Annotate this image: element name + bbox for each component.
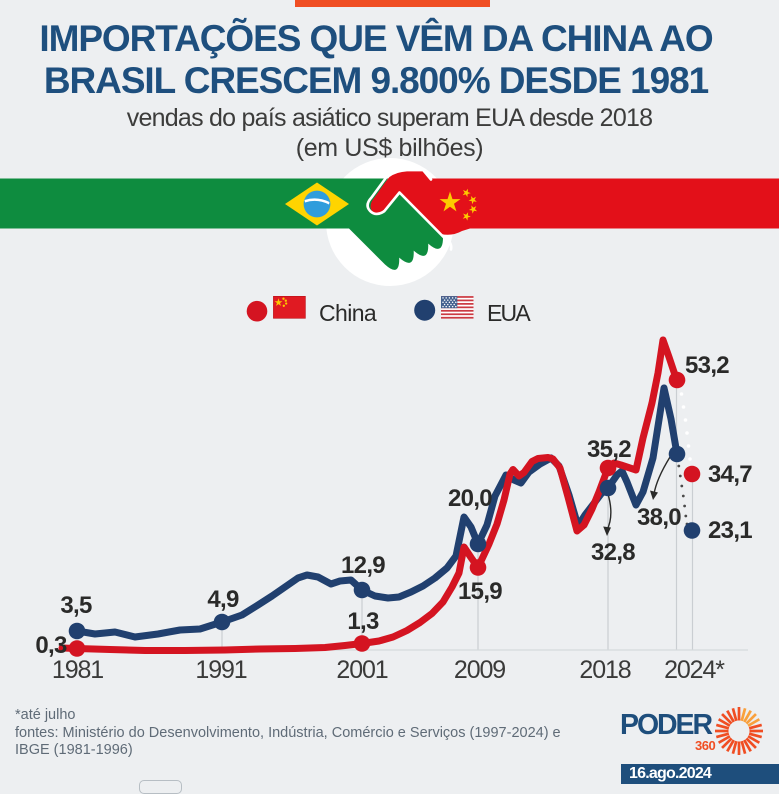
svg-text:1991: 1991	[195, 656, 246, 684]
svg-text:0,3: 0,3	[35, 632, 67, 659]
svg-text:3,5: 3,5	[60, 592, 92, 619]
svg-text:32,8: 32,8	[591, 539, 635, 566]
svg-text:12,9: 12,9	[341, 552, 385, 579]
svg-text:38,0: 38,0	[637, 504, 681, 531]
svg-text:15,9: 15,9	[458, 578, 502, 605]
svg-text:23,1: 23,1	[708, 517, 752, 544]
svg-text:4,9: 4,9	[207, 586, 239, 613]
svg-text:2001: 2001	[336, 656, 387, 684]
svg-text:2024*: 2024*	[664, 656, 725, 684]
svg-text:20,0: 20,0	[448, 485, 492, 512]
svg-text:34,7: 34,7	[708, 461, 752, 488]
svg-text:1,3: 1,3	[347, 608, 379, 635]
svg-text:2009: 2009	[454, 656, 505, 684]
svg-text:2018: 2018	[579, 656, 630, 684]
svg-text:35,2: 35,2	[587, 436, 631, 463]
svg-text:1981: 1981	[52, 656, 103, 684]
svg-text:53,2: 53,2	[685, 352, 729, 379]
